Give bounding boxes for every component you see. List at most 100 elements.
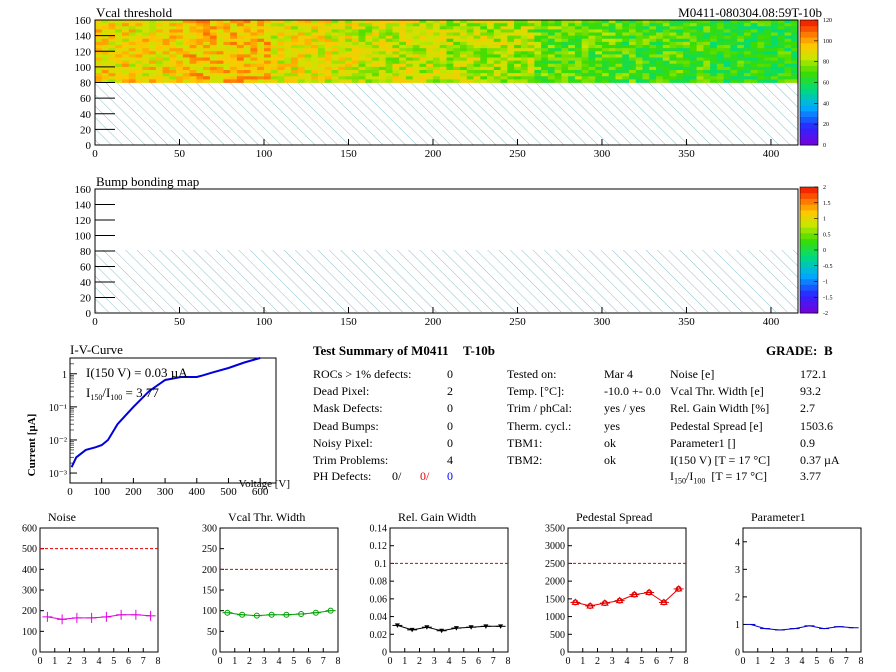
vcal-cell: [743, 26, 752, 30]
vcal-cell: [372, 66, 380, 71]
vcal-cell: [696, 70, 704, 74]
vcal-cell: [257, 20, 265, 24]
vcal-cell: [629, 57, 637, 62]
vcal-cell: [432, 73, 441, 77]
vcal-cell: [507, 48, 515, 52]
vcal-cell: [304, 20, 312, 24]
vcal-cell: [716, 76, 725, 80]
vcal-cell: [601, 66, 610, 71]
vcal-cell: [635, 45, 643, 49]
vcal-cell: [716, 23, 725, 27]
vcal-cell: [629, 76, 637, 80]
vcal-cell: [581, 38, 589, 43]
vcal-cell: [460, 54, 468, 58]
vcal-cell: [622, 38, 630, 43]
vcal-cell: [514, 66, 522, 71]
vcal-cell: [649, 60, 657, 65]
vcal-cell: [230, 70, 238, 74]
vcal-cell: [520, 66, 529, 71]
vcal-cell: [426, 38, 434, 43]
roc-x-tick-label: 7: [844, 656, 849, 667]
vcal-cell: [514, 60, 522, 65]
vcal-cell: [683, 41, 691, 46]
vcal-cell: [432, 35, 441, 40]
vcal-cell: [466, 60, 474, 65]
roc-y-tick-label: 0.1: [375, 559, 388, 570]
vcal-cell: [419, 45, 427, 49]
vcal-cell: [358, 70, 366, 74]
vcal-cell: [135, 76, 143, 80]
vcal-cell: [345, 66, 353, 71]
vcal-cell: [108, 20, 116, 24]
vcal-cell: [547, 70, 556, 74]
vcal-cell: [676, 29, 684, 33]
vcal-cell: [446, 51, 454, 55]
vcal-cell: [419, 48, 427, 52]
iv-x-tick-label: 300: [157, 486, 174, 495]
vcal-cell: [629, 41, 637, 46]
vcal-cell: [520, 32, 529, 37]
vcal-cell: [378, 41, 387, 46]
vcal-cell: [345, 60, 353, 65]
bump-x-tick-label: 300: [594, 316, 611, 328]
vcal-cell: [649, 32, 657, 37]
vcal-cell: [723, 57, 731, 62]
vcal-cell: [405, 48, 414, 52]
vcal-cell: [230, 66, 238, 71]
vcal-cell: [656, 23, 664, 27]
vcal-cell: [595, 57, 603, 62]
summary-left-value: 0: [447, 401, 453, 416]
vcal-cell: [777, 79, 785, 83]
vcal-cell: [514, 32, 522, 37]
vcal-cell: [149, 32, 157, 37]
vcal-cell: [514, 26, 522, 30]
vcal-cell: [128, 41, 136, 46]
vcal-cell: [534, 60, 542, 65]
vcal-cell: [466, 41, 474, 46]
vcal-cell: [128, 23, 136, 27]
vcal-cell: [162, 73, 170, 77]
vcal-cell: [250, 57, 258, 62]
vcal-cell: [358, 35, 366, 40]
vcal-cell: [608, 38, 616, 43]
vcal-cell: [122, 29, 130, 33]
vcal-colorbar-cell: [800, 133, 818, 140]
vcal-cell: [101, 79, 109, 83]
bump-colorbar-cell: [800, 267, 818, 274]
vcal-cell: [358, 76, 366, 80]
vcal-cell: [466, 54, 474, 58]
vcal-cell: [196, 79, 204, 83]
vcal-cell: [385, 54, 393, 58]
vcal-cell: [284, 23, 292, 27]
vcal-cell: [622, 79, 630, 83]
roc-x-tick-label: 6: [476, 656, 481, 667]
vcal-cell: [345, 63, 353, 68]
vcal-cell: [791, 70, 799, 74]
vcal-cell: [304, 23, 312, 27]
vcal-cell: [615, 23, 623, 27]
roc-x-tick-label: 8: [506, 656, 511, 667]
vcal-cell: [534, 29, 542, 33]
vcal-cell: [615, 70, 623, 74]
vcal-cell: [223, 35, 231, 40]
vcal-cell: [277, 35, 285, 40]
ph-defects-value-3: 0: [447, 469, 453, 483]
vcal-cell: [588, 70, 596, 74]
vcal-cell: [324, 20, 332, 24]
vcal-cell: [784, 20, 792, 24]
vcal-cell: [250, 51, 258, 55]
vcal-cell: [710, 63, 718, 68]
vcal-cell: [514, 48, 522, 52]
vcal-cell: [601, 29, 610, 33]
vcal-cell: [480, 20, 488, 24]
vcal-cell: [723, 66, 731, 71]
vcal-cell: [311, 63, 319, 68]
vcal-cell: [574, 26, 583, 30]
vcal-cell: [669, 79, 677, 83]
vcal-cell: [196, 45, 204, 49]
vcal-cell: [236, 66, 245, 71]
vcal-cell: [176, 29, 184, 33]
vcal-cell: [263, 26, 272, 30]
vcal-cell: [331, 45, 339, 49]
roc-x-tick-label: 1: [402, 656, 407, 667]
